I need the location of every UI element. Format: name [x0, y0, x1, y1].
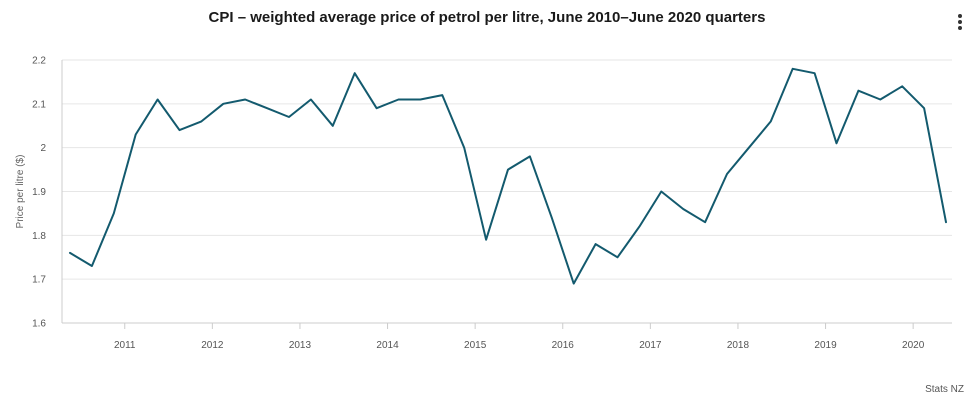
- source-credit: Stats NZ: [925, 384, 964, 395]
- data-point[interactable]: [548, 214, 556, 222]
- data-point[interactable]: [767, 117, 775, 125]
- y-tick-label: 2.2: [32, 56, 46, 67]
- data-point[interactable]: [898, 82, 906, 90]
- data-point[interactable]: [154, 95, 162, 103]
- data-point[interactable]: [701, 218, 709, 226]
- data-point[interactable]: [920, 104, 928, 112]
- x-tick-label: 2020: [902, 340, 925, 351]
- x-tick-label: 2013: [289, 340, 312, 351]
- x-tick-label: 2014: [376, 340, 399, 351]
- data-point[interactable]: [679, 205, 687, 213]
- data-point[interactable]: [570, 280, 578, 288]
- data-point[interactable]: [110, 209, 118, 217]
- y-tick-label: 1.7: [32, 275, 46, 286]
- data-point[interactable]: [614, 253, 622, 261]
- y-tick-label: 1.6: [32, 319, 46, 330]
- data-point[interactable]: [592, 240, 600, 248]
- data-point[interactable]: [811, 69, 819, 77]
- gridlines: [62, 59, 952, 324]
- y-tick-label: 2.1: [32, 99, 46, 110]
- data-point[interactable]: [482, 236, 490, 244]
- data-point[interactable]: [373, 104, 381, 112]
- x-axis-ticks: 2011 2012 2013 2014 2015 2016 2017 2018 2019 2020: [114, 323, 925, 351]
- data-point[interactable]: [176, 126, 184, 134]
- data-point[interactable]: [395, 95, 403, 103]
- axes: [61, 60, 952, 324]
- series-line: [69, 67, 947, 285]
- data-point[interactable]: [789, 65, 797, 73]
- data-point[interactable]: [657, 188, 665, 196]
- y-tick-label: 1.8: [32, 231, 46, 242]
- data-point[interactable]: [219, 100, 227, 108]
- y-tick-label: 1.9: [32, 187, 46, 198]
- data-point[interactable]: [88, 262, 96, 270]
- data-point[interactable]: [876, 95, 884, 103]
- data-point[interactable]: [504, 166, 512, 174]
- x-tick-label: 2011: [114, 340, 136, 351]
- data-point[interactable]: [241, 95, 249, 103]
- data-point[interactable]: [854, 87, 862, 95]
- data-point[interactable]: [460, 144, 468, 152]
- x-tick-label: 2017: [639, 340, 662, 351]
- data-point[interactable]: [438, 91, 446, 99]
- kebab-menu-icon[interactable]: [954, 12, 966, 34]
- data-point[interactable]: [942, 218, 950, 226]
- data-point[interactable]: [723, 170, 731, 178]
- x-tick-label: 2018: [727, 340, 750, 351]
- data-point[interactable]: [197, 117, 205, 125]
- y-axis-title: Price per litre ($): [15, 155, 26, 229]
- x-tick-label: 2012: [201, 340, 224, 351]
- data-point[interactable]: [416, 95, 424, 103]
- data-point[interactable]: [833, 139, 841, 147]
- data-point[interactable]: [285, 113, 293, 121]
- y-axis-ticks: 1.6 1.7 1.8 1.9 2 2.1 2.2: [32, 56, 46, 330]
- chart-title: CPI – weighted average price of petrol p…: [208, 9, 766, 26]
- data-point[interactable]: [526, 152, 534, 160]
- y-tick-label: 2: [40, 143, 46, 154]
- series: [66, 65, 950, 288]
- data-point[interactable]: [307, 95, 315, 103]
- x-tick-label: 2016: [552, 340, 575, 351]
- data-point[interactable]: [635, 223, 643, 231]
- data-point[interactable]: [132, 131, 140, 139]
- menu-dot: [958, 20, 962, 24]
- menu-dot: [958, 26, 962, 30]
- menu-dot: [958, 14, 962, 18]
- data-point[interactable]: [351, 69, 359, 77]
- data-point[interactable]: [263, 104, 271, 112]
- data-point[interactable]: [745, 144, 753, 152]
- x-tick-label: 2015: [464, 340, 487, 351]
- x-tick-label: 2019: [814, 340, 837, 351]
- data-point[interactable]: [66, 249, 74, 257]
- data-point[interactable]: [329, 122, 337, 130]
